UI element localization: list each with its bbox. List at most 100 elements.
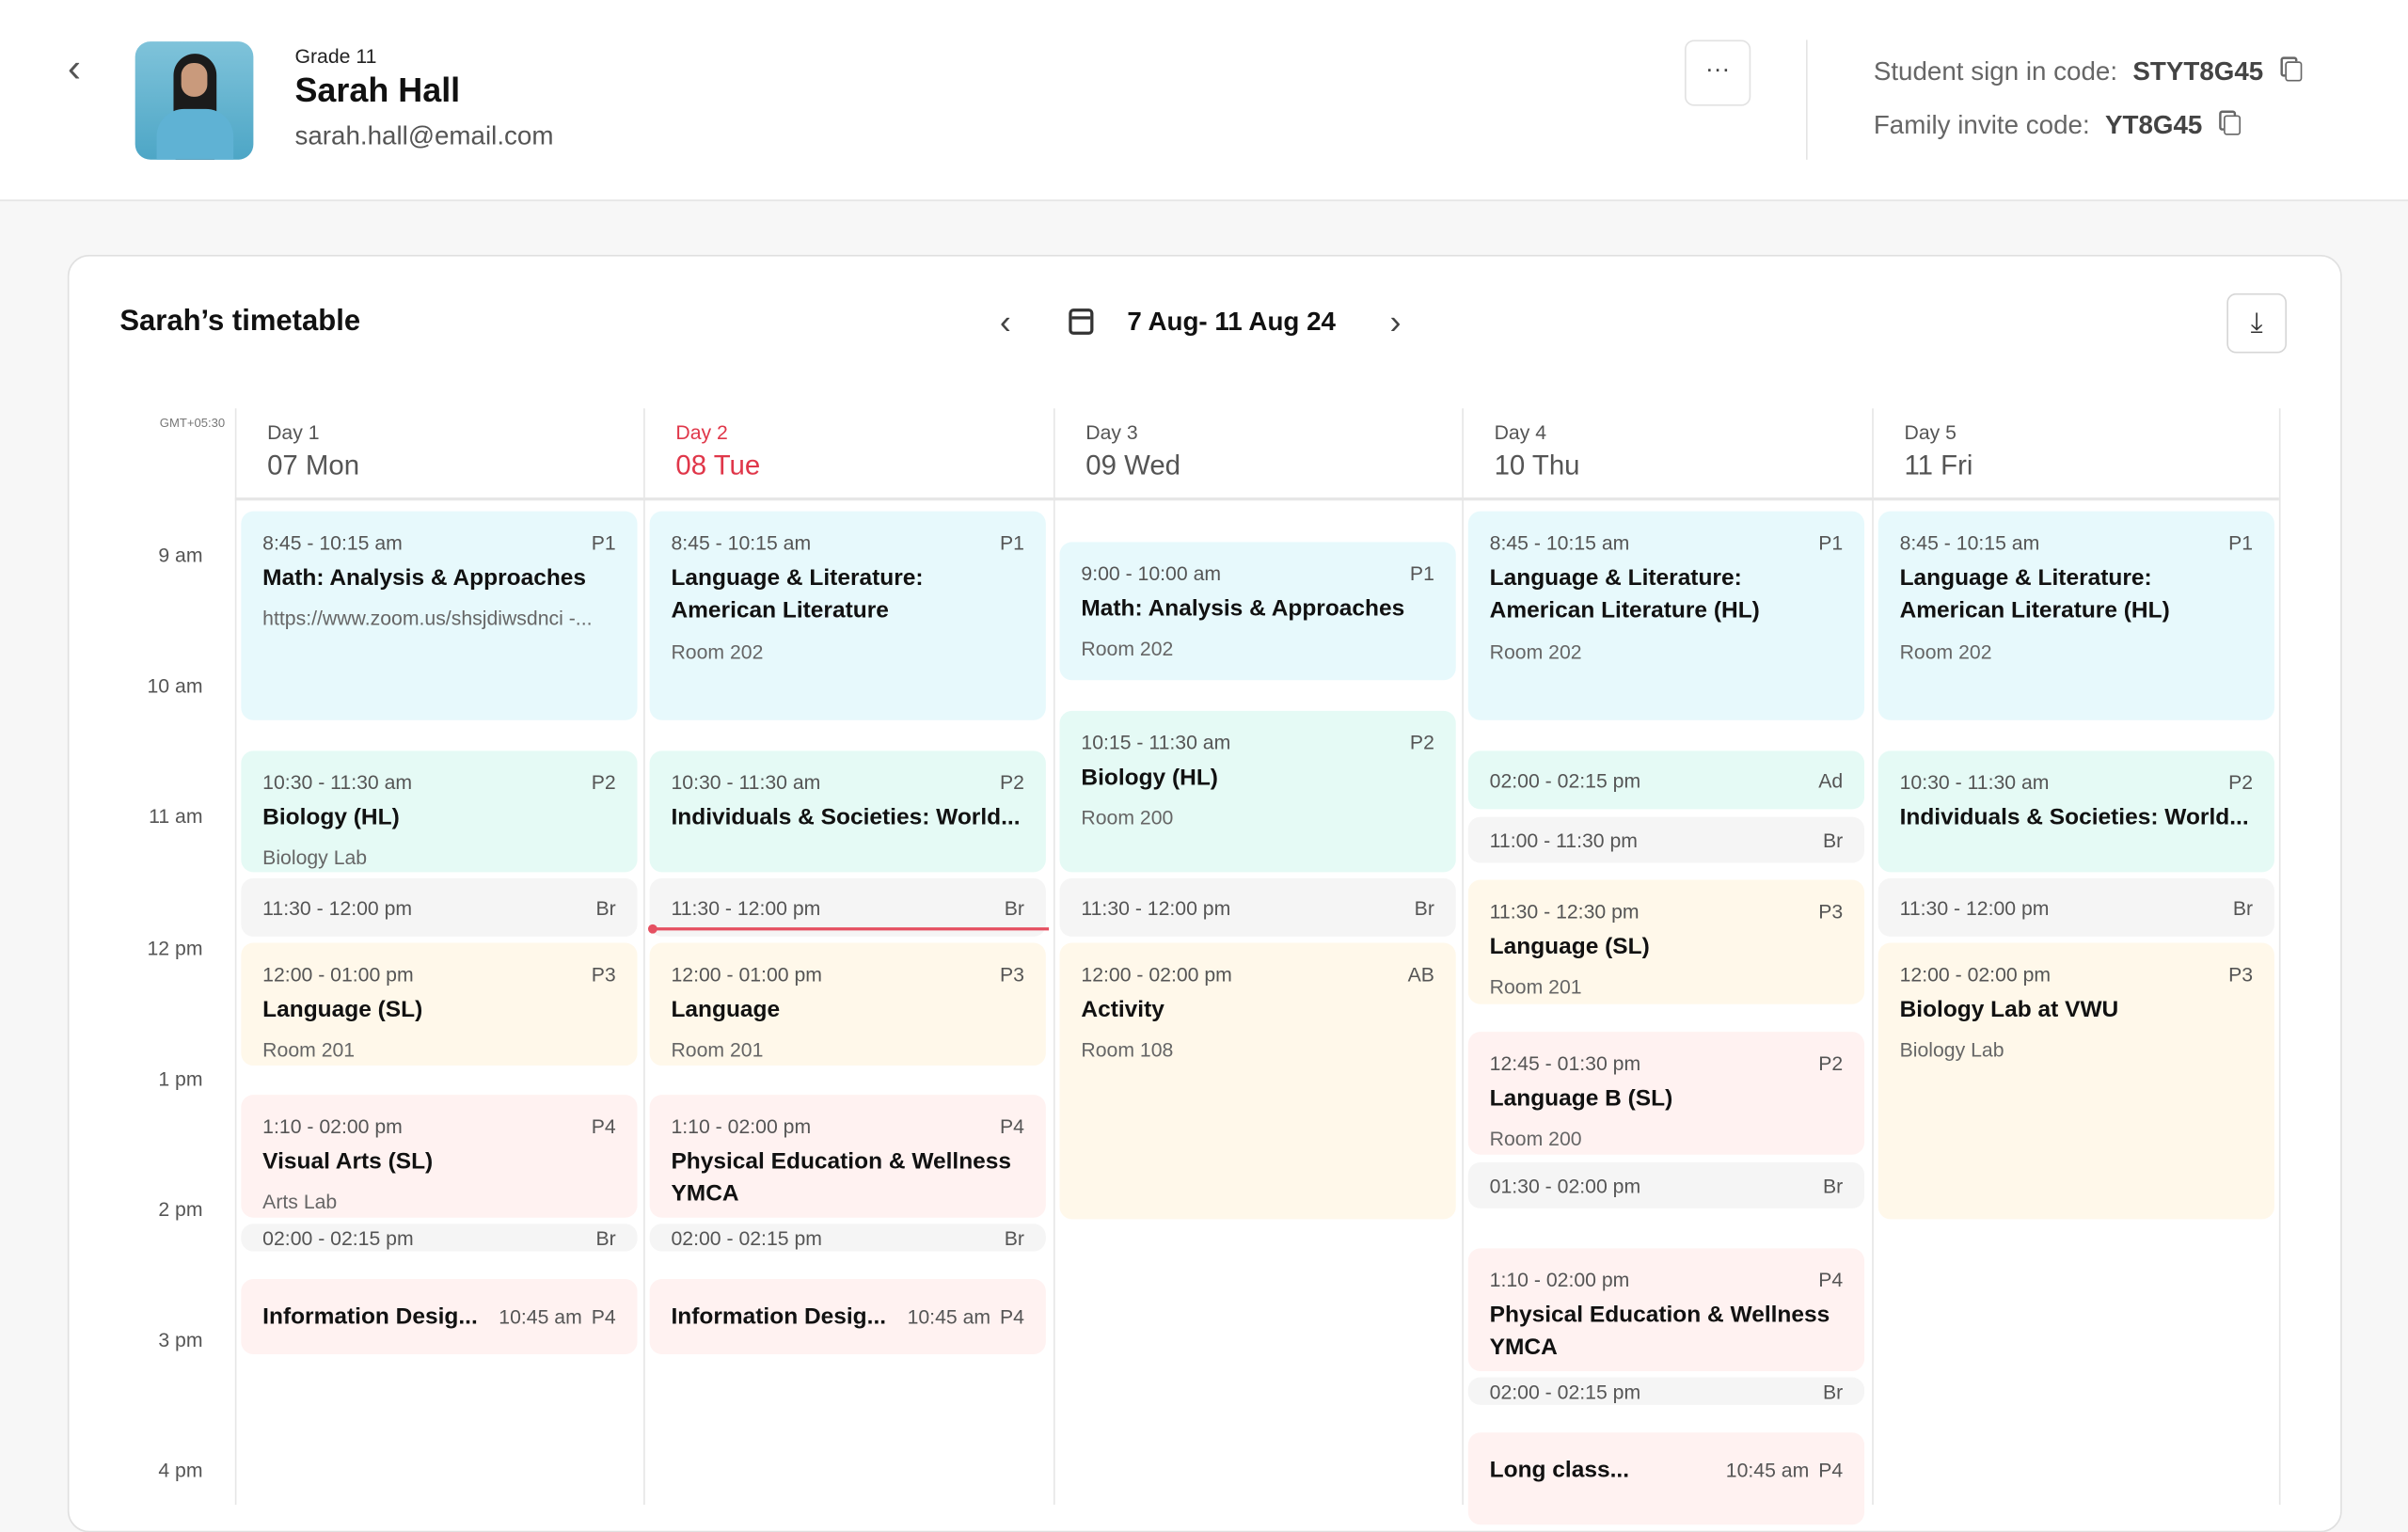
calendar-icon[interactable]: [1069, 308, 1094, 335]
class-card[interactable]: 10:15 - 11:30 am P2 Biology (HL) Room 200: [1059, 710, 1456, 873]
more-options-button[interactable]: ···: [1685, 39, 1751, 106]
class-title: Language (SL): [1489, 933, 1650, 960]
day-number: Day 2: [675, 420, 728, 444]
class-title: Language B (SL): [1489, 1085, 1673, 1113]
class-card[interactable]: 1:10 - 02:00 pm P4 Physical Education & We…: [1467, 1248, 1865, 1371]
class-card[interactable]: 1:10 - 02:00 pm P4 Physical Education & We…: [649, 1095, 1046, 1218]
break-slot[interactable]: 11:30 - 12:00 pm Br: [649, 877, 1046, 937]
day-date[interactable]: 07 Mon: [267, 450, 360, 482]
hour-label: 10 am: [147, 673, 203, 698]
class-card[interactable]: 12:00 - 01:00 pm P3 Language Room 201: [649, 942, 1046, 1066]
class-card[interactable]: 9:00 - 10:00 am P1 Math: Analysis & Approa…: [1059, 542, 1456, 681]
date-range[interactable]: 7 Aug- 11 Aug 24: [1127, 307, 1336, 337]
break-slot[interactable]: 02:00 - 02:15 pm Br: [649, 1224, 1046, 1252]
slot-time: 02:00 - 02:15 pm: [1489, 1379, 1641, 1403]
break-slot[interactable]: 01:30 - 02:00 pm Br: [1467, 1161, 1865, 1208]
class-location: Room 108: [1081, 1037, 1174, 1062]
class-card[interactable]: 10:30 - 11:30 am P2 Individuals & Societie…: [649, 750, 1046, 873]
student-grade: Grade 11: [294, 44, 377, 68]
class-card[interactable]: 12:00 - 02:00 pm P3 Biology Lab at VWU Biol…: [1877, 942, 2274, 1220]
period-code: P4: [1000, 1304, 1024, 1329]
class-card[interactable]: 12:00 - 02:00 pm AB Activity Room 108: [1059, 942, 1456, 1220]
class-card[interactable]: 12:00 - 01:00 pm P3 Language (SL) Room 201: [241, 942, 638, 1066]
class-title: Long class...: [1489, 1457, 1630, 1484]
period-code: P4: [591, 1114, 616, 1138]
class-card[interactable]: 8:45 - 10:15 am P1 Math: Analysis & Approa…: [241, 511, 638, 720]
column-divider: [1462, 408, 1464, 1505]
class-location: Room 202: [1899, 640, 1992, 664]
class-title: Information Desig...: [671, 1303, 887, 1330]
break-slot[interactable]: 11:30 - 12:00 pm Br: [1877, 877, 2274, 937]
class-title: Language & Literature: American Literatu…: [1489, 564, 1760, 624]
column-divider: [234, 408, 237, 1505]
period-code: Br: [1004, 1225, 1024, 1250]
class-card[interactable]: 10:30 - 11:30 am P2 Individuals & Societie…: [1877, 750, 2274, 873]
day-date[interactable]: 11 Fri: [1904, 450, 1973, 482]
back-button[interactable]: ‹: [67, 44, 81, 91]
class-card[interactable]: 1:10 - 02:00 pm P4 Visual Arts (SL) Arts La…: [241, 1095, 638, 1218]
next-week-button[interactable]: ›: [1389, 302, 1402, 341]
copy-icon[interactable]: [2224, 115, 2242, 135]
day-date[interactable]: 10 Thu: [1494, 450, 1580, 482]
avatar: [135, 41, 254, 160]
break-slot[interactable]: 11:00 - 11:30 pm Br: [1467, 816, 1865, 863]
student-code-value: STYT8G45: [2132, 56, 2264, 87]
class-location: Room 202: [671, 640, 764, 664]
day-date[interactable]: 09 Wed: [1085, 450, 1181, 482]
period-code: P1: [1818, 530, 1844, 555]
class-time: 12:00 - 01:00 pm: [671, 962, 822, 987]
current-time-line: [654, 927, 1050, 931]
class-time: 12:45 - 01:30 pm: [1489, 1051, 1641, 1075]
break-slot[interactable]: 02:00 - 02:15 pm Br: [1467, 1377, 1865, 1405]
class-card[interactable]: 8:45 - 10:15 am P1 Language & Literature: …: [1467, 511, 1865, 720]
period-code: Br: [1822, 828, 1844, 852]
class-title: Biology (HL): [262, 804, 400, 831]
day-date[interactable]: 08 Tue: [675, 450, 761, 482]
class-title: Visual Arts (SL): [262, 1148, 434, 1175]
break-slot[interactable]: 02:00 - 02:15 pm Br: [241, 1224, 638, 1252]
class-title: Information Desig...: [262, 1303, 478, 1330]
period-code: P3: [591, 962, 616, 987]
current-time-dot: [647, 924, 657, 934]
class-location: https://www.zoom.us/shsjdiwsdnci -...: [262, 606, 593, 630]
class-title: Language: [671, 996, 781, 1023]
class-time: 10:30 - 11:30 am: [262, 770, 413, 795]
hour-label: 4 pm: [158, 1459, 203, 1482]
class-time: 8:45 - 10:15 am: [1899, 530, 2040, 555]
slot-time: 11:30 - 12:00 pm: [262, 895, 413, 920]
class-card[interactable]: Long class... 10:45 am P4: [1467, 1432, 1865, 1525]
download-button[interactable]: ⤓: [2226, 292, 2288, 354]
hour-label: 2 pm: [158, 1197, 203, 1221]
period-code: P1: [1409, 561, 1434, 586]
previous-week-button[interactable]: ‹: [999, 302, 1011, 341]
student-code-label: Student sign in code:: [1873, 56, 2118, 87]
class-time: 10:15 - 11:30 am: [1081, 731, 1231, 754]
class-card[interactable]: 10:30 - 11:30 am P2 Biology (HL) Biology La…: [241, 750, 638, 873]
class-location: Room 200: [1081, 806, 1174, 829]
break-slot[interactable]: 11:30 - 12:00 pm Br: [1059, 877, 1456, 937]
class-card[interactable]: 12:45 - 01:30 pm P2 Language B (SL) Room 20…: [1467, 1032, 1865, 1155]
class-time: 1:10 - 02:00 pm: [262, 1114, 403, 1138]
period-code: P2: [1000, 770, 1024, 795]
slot-time: 11:30 - 12:00 pm: [671, 895, 821, 920]
class-title: Physical Education & Wellness YMCA: [671, 1148, 1012, 1208]
break-slot[interactable]: 11:30 - 12:00 pm Br: [241, 877, 638, 937]
class-time: 8:45 - 10:15 am: [1489, 530, 1630, 555]
class-card[interactable]: 8:45 - 10:15 am P1 Language & Literature: …: [1877, 511, 2274, 720]
class-time: 10:45 am: [907, 1304, 991, 1329]
class-location: Biology Lab: [262, 845, 368, 870]
class-title: Activity: [1081, 996, 1164, 1023]
period-code: P4: [1000, 1114, 1024, 1138]
class-card[interactable]: Information Desig... 10:45 am P4: [649, 1278, 1046, 1354]
class-location: Room 202: [1489, 640, 1582, 664]
student-header: [0, 0, 2408, 201]
class-card[interactable]: Information Desig... 10:45 am P4: [241, 1278, 638, 1354]
class-card[interactable]: 8:45 - 10:15 am P1 Language & Literature: …: [649, 511, 1046, 720]
period-code: P2: [591, 770, 616, 795]
slot-time: 11:30 - 12:00 pm: [1081, 895, 1231, 920]
class-location: Room 201: [1489, 974, 1582, 999]
break-slot[interactable]: 02:00 - 02:15 pm Ad: [1467, 750, 1865, 810]
copy-icon[interactable]: [2285, 61, 2303, 82]
class-time: 10:45 am: [499, 1304, 582, 1329]
class-card[interactable]: 11:30 - 12:30 pm P3 Language (SL) Room 201: [1467, 879, 1865, 1004]
